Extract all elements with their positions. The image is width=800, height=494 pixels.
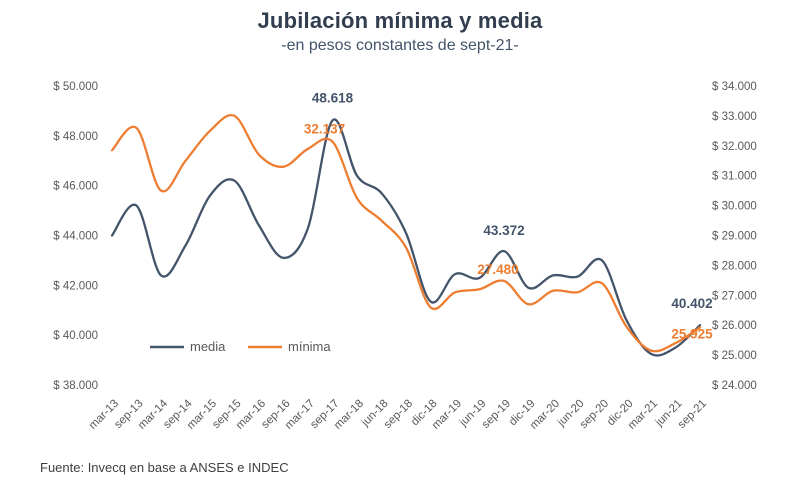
annotation-32.137: 32.137 xyxy=(304,122,345,137)
series-line-mínima xyxy=(110,113,702,353)
y-axis-left-tick: $ 44.000 xyxy=(53,231,98,243)
y-axis-right-tick: $ 30.000 xyxy=(712,201,757,213)
y-axis-left-tick: $ 42.000 xyxy=(53,280,98,292)
line-chart: $ 50.000 $ 48.000 $ 46.000 $ 44.000 $ 42.000… xyxy=(53,81,757,432)
y-axis-right-tick: $ 25.000 xyxy=(712,350,757,362)
y-axis-right-tick: $ 32.000 xyxy=(712,141,757,153)
annotation-43.372: 43.372 xyxy=(483,223,524,238)
annotation-25.925: 25.925 xyxy=(671,326,713,341)
y-axis-left-tick: $ 48.000 xyxy=(53,131,98,143)
source-note: Fuente: Invecq en base a ANSES e INDEC xyxy=(40,460,289,475)
chart-subtitle: -en pesos constantes de sept-21- xyxy=(281,37,519,54)
y-axis-right-tick: $ 28.000 xyxy=(712,260,757,272)
annotation-48.618: 48.618 xyxy=(312,90,354,105)
y-axis-left-tick: $ 38.000 xyxy=(53,380,98,392)
annotation-27.480: 27.480 xyxy=(477,262,518,277)
chart-title: Jubilación mínima y media xyxy=(257,8,543,33)
y-axis-right-tick: $ 24.000 xyxy=(712,380,757,392)
y-axis-right-tick: $ 29.000 xyxy=(712,231,757,243)
legend-label-mínima: mínima xyxy=(288,339,331,354)
y-axis-right-tick: $ 26.000 xyxy=(712,320,757,332)
y-axis-right-tick: $ 31.000 xyxy=(712,171,757,183)
y-axis-right-tick: $ 27.000 xyxy=(712,290,757,302)
y-axis-left-tick: $ 40.000 xyxy=(53,330,98,342)
series-line-media xyxy=(110,118,702,357)
y-axis-left-tick: $ 50.000 xyxy=(53,81,98,93)
y-axis-right-tick: $ 34.000 xyxy=(712,81,757,93)
y-axis-left-tick: $ 46.000 xyxy=(53,181,98,193)
y-axis-right-tick: $ 33.000 xyxy=(712,111,757,123)
annotation-40.402: 40.402 xyxy=(671,296,712,311)
legend-label-media: media xyxy=(190,339,226,354)
